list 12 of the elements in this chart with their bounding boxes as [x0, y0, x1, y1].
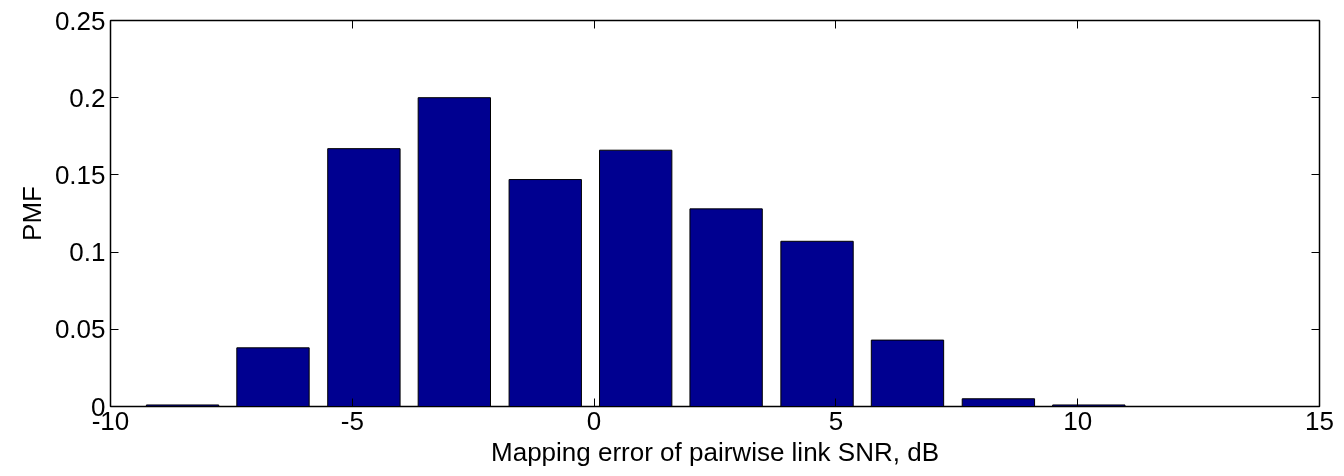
y-tick-label: 0.25 — [54, 5, 106, 36]
x-tick-label: 15 — [1305, 405, 1334, 436]
x-tick-label: 10 — [1063, 405, 1093, 436]
y-tick-label: 0.2 — [69, 82, 106, 113]
y-axis-title: PMF — [16, 186, 47, 241]
x-tick-label: -5 — [340, 405, 364, 436]
y-tick-label: 0.1 — [69, 237, 106, 268]
y-tick-label: 0.15 — [54, 159, 106, 190]
x-tick-label: 0 — [586, 405, 602, 436]
x-axis-title: Mapping error of pairwise link SNR, dB — [491, 436, 939, 467]
y-tick-label: 0.05 — [54, 314, 106, 345]
x-tick-label: 5 — [828, 405, 844, 436]
